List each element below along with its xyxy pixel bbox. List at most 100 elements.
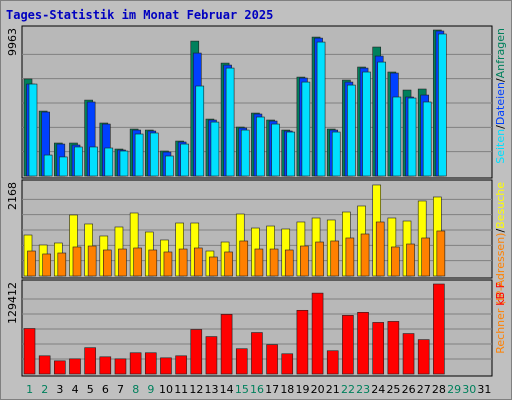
- x-tick-label: 7: [117, 383, 124, 396]
- bar: [391, 246, 400, 277]
- series-labels: Seiten/Dateien/Anfragen: [494, 28, 507, 164]
- bar: [72, 246, 82, 277]
- bar: [331, 131, 341, 177]
- bar: [28, 83, 38, 177]
- bar: [57, 252, 67, 277]
- x-tick-label: 16: [250, 383, 264, 396]
- x-tick-label: 11: [174, 383, 188, 396]
- bar: [433, 283, 445, 375]
- x-tick-label: 28: [432, 383, 446, 396]
- y-tick-label: 9963: [6, 28, 19, 56]
- bar: [251, 332, 263, 375]
- series-labels: Rechner (IP-Adressen)/Besuche: [494, 182, 507, 354]
- bar: [134, 133, 144, 177]
- bar: [133, 247, 142, 277]
- bar: [224, 251, 233, 277]
- bar: [104, 147, 114, 177]
- x-tick-label: 25: [386, 383, 400, 396]
- legend-label: Besuche: [494, 182, 507, 229]
- bar: [315, 241, 324, 277]
- x-tick-label: 19: [295, 383, 309, 396]
- x-tick-label: 23: [356, 383, 370, 396]
- bar: [347, 84, 356, 177]
- bar: [220, 314, 233, 375]
- x-tick-label: 31: [477, 383, 491, 396]
- bar: [296, 309, 309, 375]
- bar: [103, 249, 112, 277]
- x-tick-label: 30: [462, 383, 476, 396]
- bar: [269, 248, 279, 277]
- bar: [281, 353, 294, 375]
- legend-separator: /: [494, 229, 507, 233]
- bar: [330, 240, 340, 277]
- bar: [59, 156, 68, 177]
- bar: [421, 237, 430, 277]
- bar: [195, 85, 205, 177]
- bar: [180, 143, 189, 177]
- x-tick-label: 20: [311, 383, 325, 396]
- bar: [74, 146, 83, 177]
- legend-label: Anfragen: [494, 28, 507, 78]
- legend-separator: /: [494, 125, 507, 129]
- bar: [239, 240, 249, 277]
- bar: [129, 352, 142, 375]
- x-tick-label: 22: [341, 383, 355, 396]
- bar: [316, 41, 326, 177]
- x-tick-label: 8: [132, 383, 139, 396]
- y-tick-label: 129412: [6, 282, 19, 324]
- x-tick-label: 5: [87, 383, 94, 396]
- bar: [165, 155, 174, 177]
- x-tick-label: 3: [56, 383, 63, 396]
- x-tick-label: 2: [41, 383, 48, 396]
- bar: [407, 97, 417, 177]
- bar: [342, 315, 354, 375]
- bar: [87, 245, 97, 277]
- bar: [266, 344, 278, 375]
- legend-label: Seiten: [494, 129, 507, 164]
- bar: [99, 356, 112, 375]
- legend-label: kB F: [494, 282, 507, 306]
- bar: [286, 131, 296, 177]
- bar: [326, 350, 339, 375]
- bar: [27, 250, 36, 277]
- bar: [225, 67, 235, 177]
- bar: [193, 247, 203, 277]
- bar: [149, 132, 159, 177]
- bar: [114, 358, 127, 375]
- bar: [38, 355, 51, 375]
- x-tick-label: 12: [189, 383, 203, 396]
- bar: [422, 101, 432, 177]
- bar: [210, 121, 220, 177]
- x-tick-label: 14: [220, 383, 234, 396]
- bar: [205, 336, 218, 375]
- x-tick-label: 6: [102, 383, 109, 396]
- x-tick-label: 13: [205, 383, 219, 396]
- bar: [84, 347, 96, 375]
- bar: [42, 253, 51, 277]
- x-tick-label: 18: [280, 383, 294, 396]
- bar: [54, 360, 66, 375]
- x-tick-label: 24: [371, 383, 385, 396]
- bar: [89, 146, 98, 177]
- x-tick-label: 10: [159, 383, 173, 396]
- bar: [284, 249, 294, 277]
- bar: [417, 339, 430, 375]
- bar: [256, 116, 265, 177]
- x-tick-label: 4: [72, 383, 79, 396]
- bar: [160, 357, 172, 375]
- x-tick-label: 21: [326, 383, 340, 396]
- x-tick-label: 1: [26, 383, 33, 396]
- x-tick-label: 29: [447, 383, 461, 396]
- x-tick-label: 9: [147, 383, 154, 396]
- bar: [43, 154, 53, 177]
- bar: [271, 123, 280, 177]
- y-tick-label: 2168: [6, 182, 19, 210]
- bar: [209, 256, 218, 277]
- bar: [144, 352, 157, 375]
- bar: [362, 71, 371, 177]
- legend-label: Dateien: [494, 82, 507, 125]
- bar: [163, 251, 173, 277]
- bar: [300, 245, 309, 277]
- legend-separator: /: [494, 78, 507, 82]
